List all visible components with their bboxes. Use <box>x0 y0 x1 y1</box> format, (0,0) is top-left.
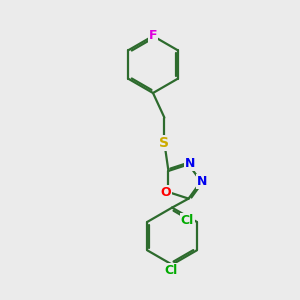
Text: N: N <box>197 175 208 188</box>
Text: Cl: Cl <box>165 263 178 277</box>
Text: Cl: Cl <box>181 214 194 227</box>
Text: F: F <box>149 29 157 42</box>
Text: N: N <box>185 157 195 170</box>
Text: S: S <box>159 136 170 150</box>
Text: O: O <box>161 186 171 199</box>
